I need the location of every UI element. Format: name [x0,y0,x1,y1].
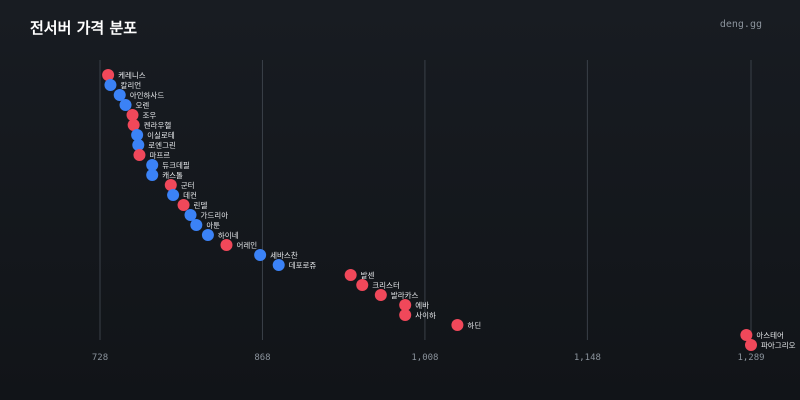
data-point[interactable]: 파아그리오 [745,339,796,351]
data-point[interactable]: 캐스톨 [146,169,183,181]
brand-label: deng.gg [719,19,762,30]
point-marker[interactable] [146,169,159,181]
point-marker[interactable] [190,219,203,231]
point-label: 세바스찬 [270,250,298,260]
x-tick-label: 1,148 [574,353,601,363]
data-points: 케레니스칼리언아인하사드오렌조우켄라우헬이실로테로엔그린마프르듀크데필캐스톨군터… [102,69,796,351]
point-marker[interactable] [146,159,159,171]
data-point[interactable]: 하딘 [451,319,481,331]
data-point[interactable]: 이실로테 [131,129,175,141]
point-label: 로엔그린 [148,140,176,150]
point-marker[interactable] [177,199,190,211]
data-point[interactable]: 하이네 [201,229,239,241]
data-point[interactable]: 켄라우헬 [127,119,172,131]
point-label: 켄라우헬 [144,120,172,130]
point-marker[interactable] [104,79,117,91]
point-label: 이실로테 [147,130,175,140]
data-point[interactable]: 로엔그린 [132,139,176,151]
data-point[interactable]: 데포로쥬 [272,259,317,271]
point-marker[interactable] [745,339,757,351]
grid-lines [99,60,752,340]
point-marker[interactable] [113,89,126,101]
point-marker[interactable] [254,249,267,261]
point-label: 데컨 [183,190,197,200]
data-point[interactable]: 사이하 [399,309,436,321]
point-marker[interactable] [184,209,197,221]
data-point[interactable]: 케레니스 [102,69,146,81]
point-label: 듀크데필 [162,160,190,170]
point-label: 아툰 [206,220,220,230]
point-label: 하딘 [467,320,481,330]
point-marker[interactable] [344,269,357,281]
point-label: 데포로쥬 [289,261,317,270]
point-marker[interactable] [356,279,369,291]
data-point[interactable]: 발라카스 [374,289,419,301]
data-point[interactable]: 세바스찬 [254,249,298,261]
data-point[interactable]: 조우 [126,109,156,121]
point-marker[interactable] [131,129,144,141]
point-marker[interactable] [399,299,412,311]
point-marker[interactable] [740,329,753,341]
data-point[interactable]: 어레인 [220,239,257,251]
point-label: 에바 [415,300,429,310]
point-marker[interactable] [220,239,233,251]
chart-title: 전서버 가격 분포 [30,19,138,37]
data-point[interactable]: 아인하사드 [113,89,165,101]
point-label: 조우 [142,111,156,120]
point-label: 하이네 [218,230,239,240]
data-point[interactable]: 가드리아 [184,209,229,221]
point-marker[interactable] [451,319,464,331]
x-tick-label: 868 [254,353,270,363]
data-point[interactable]: 발센 [344,269,375,281]
point-label: 파아그리오 [761,340,796,350]
point-marker[interactable] [127,119,140,131]
point-marker[interactable] [126,109,139,121]
point-marker[interactable] [374,289,387,301]
data-point[interactable]: 오렌 [119,99,150,111]
point-label: 칼리언 [120,80,141,90]
point-marker[interactable] [201,229,214,241]
point-marker[interactable] [133,149,146,161]
point-label: 발센 [361,270,375,280]
point-label: 어레인 [236,240,257,250]
point-label: 발라카스 [391,291,419,300]
point-label: 케레니스 [118,71,146,80]
x-axis-ticks: 728 868 1,008 1,148 1,289 [92,353,765,363]
data-point[interactable]: 듀크데필 [146,159,190,171]
data-point[interactable]: 린델 [177,199,208,211]
x-tick-label: 1,008 [411,353,438,363]
data-point[interactable]: 군터 [164,179,195,191]
data-point[interactable]: 칼리언 [104,79,141,91]
point-label: 캐스톨 [162,171,183,180]
data-point[interactable]: 아스테어 [740,329,784,341]
data-point[interactable]: 데컨 [167,189,197,201]
x-tick-label: 1,289 [737,353,764,363]
point-label: 아스테어 [756,330,784,340]
point-marker[interactable] [399,309,412,321]
point-label: 군터 [181,181,195,190]
point-marker[interactable] [272,259,285,271]
point-marker[interactable] [119,99,132,111]
point-label: 아인하사드 [130,90,165,100]
point-label: 린델 [194,200,208,210]
point-label: 가드리아 [201,210,229,220]
point-marker[interactable] [132,139,145,151]
data-point[interactable]: 마프르 [133,149,170,161]
point-marker[interactable] [164,179,177,191]
point-marker[interactable] [102,69,115,81]
point-label: 사이하 [415,310,436,320]
point-label: 오렌 [136,100,150,110]
data-point[interactable]: 크리스터 [356,279,400,291]
x-tick-label: 728 [92,353,108,363]
data-point[interactable]: 에바 [399,299,429,311]
point-label: 크리스터 [372,281,400,290]
data-point[interactable]: 아툰 [190,219,220,231]
point-label: 마프르 [149,151,170,160]
point-marker[interactable] [167,189,180,201]
